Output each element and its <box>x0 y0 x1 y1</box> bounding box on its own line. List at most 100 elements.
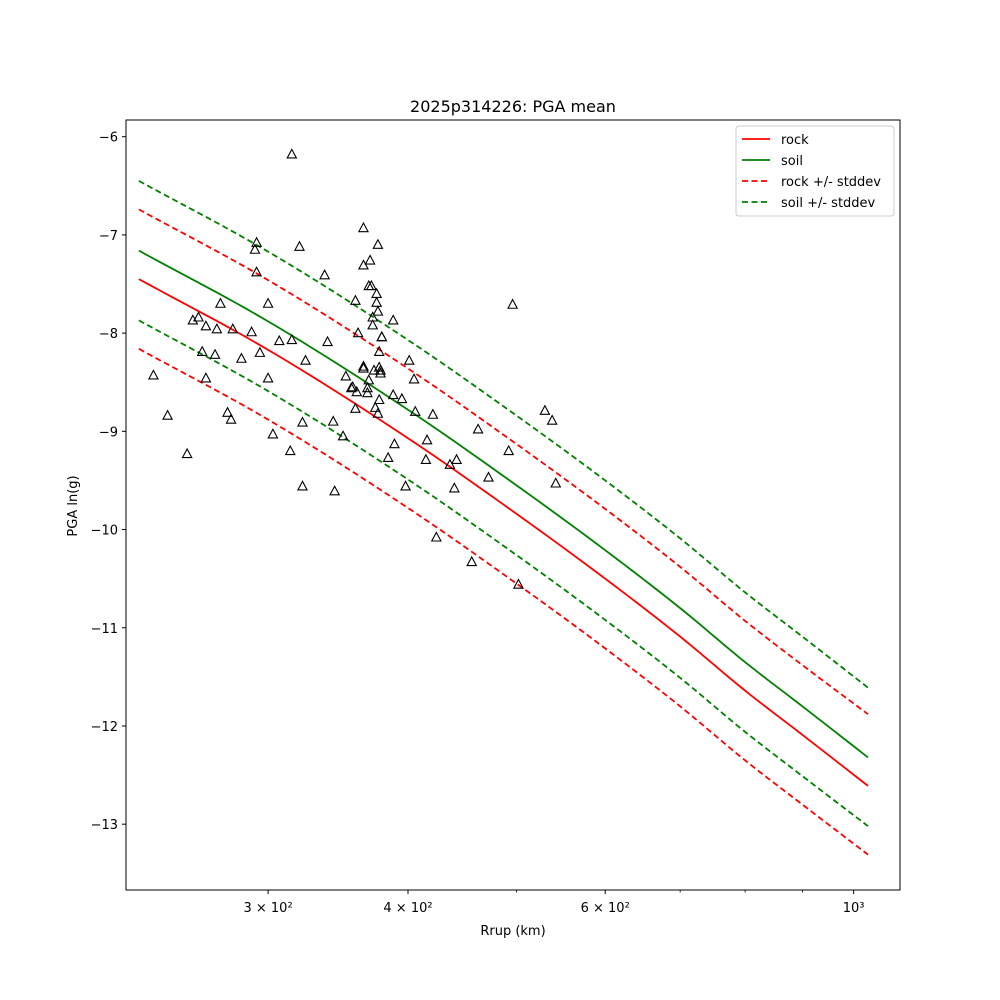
observation-marker <box>387 388 399 400</box>
observation-marker <box>371 296 383 307</box>
legend-box <box>735 125 895 217</box>
observation-marker <box>472 423 484 434</box>
chart-title: 2025p314226: PGA mean <box>410 97 616 116</box>
observation-marker <box>162 409 174 420</box>
observation-marker <box>254 346 266 357</box>
observation-marker <box>262 372 274 383</box>
observation-marker <box>374 367 387 378</box>
y-tick-label: −12 <box>91 720 118 735</box>
soil-upper-line <box>138 180 869 689</box>
observation-marker <box>361 386 373 398</box>
observation-marker <box>293 240 305 251</box>
legend-label: rock <box>781 133 809 148</box>
observation-marker <box>286 148 298 159</box>
observation-marker <box>400 480 412 491</box>
observation-marker <box>351 385 363 397</box>
observation-marker <box>352 326 364 338</box>
observation-marker <box>361 381 373 393</box>
observation-marker <box>539 404 551 415</box>
observation-marker <box>367 311 379 322</box>
observation-marker <box>347 380 359 392</box>
observation-marker <box>503 444 515 456</box>
observation-marker <box>363 374 375 385</box>
observation-marker <box>403 354 415 365</box>
observation-marker <box>357 360 369 371</box>
observation-marker <box>388 437 400 449</box>
observation-marker <box>299 354 312 365</box>
observation-marker <box>349 402 361 413</box>
observation-marker <box>251 236 263 247</box>
observation-marker <box>444 458 456 469</box>
observation-marker <box>227 323 239 334</box>
observation-marker <box>235 352 247 363</box>
observation-marker <box>368 364 380 375</box>
observation-marker <box>222 406 234 417</box>
observation-marker <box>192 311 204 322</box>
y-tick-label: −13 <box>91 818 118 833</box>
legend-label: soil +/- stddev <box>781 196 876 211</box>
observation-marker <box>372 407 384 418</box>
rock-mean-line <box>138 278 869 787</box>
observation-marker <box>284 444 296 456</box>
observation-marker <box>427 408 439 419</box>
observation-marker <box>196 345 208 356</box>
rock-upper-line <box>138 208 869 715</box>
observation-marker <box>349 294 361 305</box>
observation-marker <box>367 319 379 330</box>
observation-marker <box>448 482 460 493</box>
rock-lower-line <box>138 348 869 856</box>
observation-marker <box>327 415 339 426</box>
observation-marker <box>430 531 442 542</box>
observation-marker <box>267 428 279 439</box>
observation-marker <box>319 269 331 280</box>
observation-marker <box>345 381 357 393</box>
legend-label: soil <box>781 154 803 169</box>
observation-marker <box>214 297 226 308</box>
observation-marker <box>357 221 369 233</box>
observation-marker <box>296 480 309 491</box>
observation-marker <box>420 453 432 464</box>
observation-marker <box>408 373 420 384</box>
observation-marker <box>512 578 524 589</box>
observation-marker <box>365 279 377 291</box>
observation-marker <box>357 259 369 270</box>
observation-marker <box>262 297 274 308</box>
observation-marker <box>372 305 384 316</box>
x-axis-title: Rrup (km) <box>480 924 545 939</box>
observation-marker <box>225 413 237 424</box>
x-tick-label: 10³ <box>843 901 865 916</box>
observation-marker <box>369 401 381 412</box>
y-axis-title: PGA ln(g) <box>66 475 81 536</box>
y-tick-label: −7 <box>99 229 118 244</box>
observation-marker <box>273 334 285 346</box>
observation-marker <box>373 393 385 405</box>
y-tick-label: −9 <box>99 425 118 440</box>
legend: rock soil rock +/- stddev soil +/- stddev <box>735 125 895 217</box>
observation-marker <box>340 370 352 381</box>
x-tick-label: 3 × 10² <box>243 901 292 916</box>
observation-marker <box>147 369 159 380</box>
x-tick-label: 4 × 10² <box>383 901 432 916</box>
observation-marker <box>482 471 495 482</box>
y-tick-label: −10 <box>91 524 118 539</box>
observation-marker <box>329 485 341 496</box>
axes: −6 −7 −8 −9 −10 −11 −12 −13 3 × 10² 4 × 10² 6 × 10… <box>91 119 901 916</box>
observation-marker <box>246 325 258 337</box>
y-tick-label: −11 <box>91 622 118 637</box>
observation-marker <box>382 451 394 463</box>
observation-marker <box>296 416 309 427</box>
observation-marker <box>387 314 399 325</box>
observation-marker <box>546 414 558 425</box>
observation-marker <box>466 555 478 567</box>
observation-marker <box>322 335 334 347</box>
observation-marker <box>337 430 349 441</box>
observation-marker <box>364 254 376 265</box>
observation-marker <box>200 372 212 383</box>
observation-marker <box>373 345 385 356</box>
soil-lower-line <box>138 319 869 827</box>
observation-marker <box>209 348 221 359</box>
observation-marker <box>374 364 387 375</box>
observation-marker <box>396 392 408 404</box>
legend-label: rock +/- stddev <box>781 175 881 190</box>
